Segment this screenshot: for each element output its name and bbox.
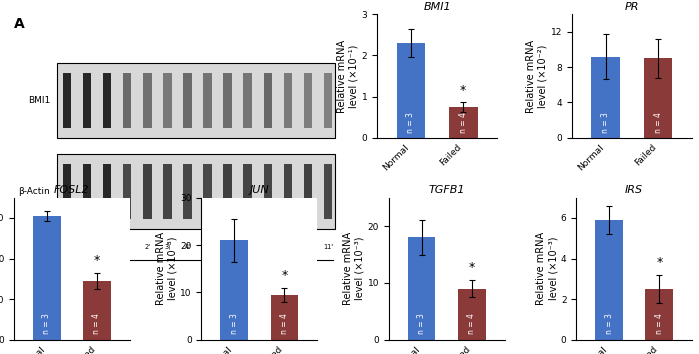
Text: *: *	[469, 261, 475, 274]
Text: 2: 2	[85, 244, 89, 250]
Text: *: *	[281, 269, 287, 282]
Text: 4': 4'	[185, 244, 191, 250]
Bar	[408, 238, 435, 340]
Title: PR: PR	[625, 2, 639, 12]
Text: *: *	[94, 254, 100, 267]
FancyBboxPatch shape	[264, 73, 272, 128]
FancyBboxPatch shape	[63, 73, 71, 128]
Text: n = 3: n = 3	[229, 313, 238, 334]
Text: n = 3: n = 3	[42, 313, 51, 334]
Text: 11': 11'	[323, 244, 333, 250]
Y-axis label: Relative mRNA
level (×10⁻²): Relative mRNA level (×10⁻²)	[526, 39, 548, 113]
Title: FOSL2: FOSL2	[54, 185, 89, 195]
Text: n = 3: n = 3	[417, 313, 426, 334]
Text: 10': 10'	[303, 244, 313, 250]
Text: 9': 9'	[285, 244, 291, 250]
Text: β-Actin: β-Actin	[19, 187, 50, 196]
FancyBboxPatch shape	[324, 73, 333, 128]
Bar	[595, 220, 623, 340]
Text: 7': 7'	[245, 244, 251, 250]
FancyBboxPatch shape	[63, 164, 71, 219]
Text: *: *	[460, 84, 466, 97]
Text: n = 3: n = 3	[407, 112, 415, 133]
FancyBboxPatch shape	[103, 73, 111, 128]
Text: B: B	[331, 0, 342, 1]
Text: 1: 1	[65, 244, 69, 250]
Text: n = 4: n = 4	[468, 313, 477, 334]
FancyBboxPatch shape	[123, 73, 131, 128]
Text: Normal: Normal	[72, 276, 102, 285]
FancyBboxPatch shape	[284, 164, 292, 219]
Text: 6': 6'	[224, 244, 231, 250]
Y-axis label: Relative mRNA
level (×10⁻³): Relative mRNA level (×10⁻³)	[536, 232, 558, 305]
Text: Failed: Failed	[215, 276, 240, 285]
Bar	[33, 216, 61, 340]
Text: 3: 3	[105, 244, 109, 250]
Text: n = 4: n = 4	[655, 313, 664, 334]
Text: 1': 1'	[124, 244, 130, 250]
Text: n = 3: n = 3	[605, 313, 614, 334]
FancyBboxPatch shape	[183, 73, 192, 128]
Text: 2': 2'	[144, 244, 150, 250]
Bar	[396, 43, 426, 138]
Title: JUN: JUN	[250, 185, 269, 195]
Text: BMI1: BMI1	[28, 96, 50, 105]
Bar	[644, 58, 672, 138]
Text: n = 4: n = 4	[654, 112, 663, 133]
Bar	[449, 107, 477, 138]
Title: BMI1: BMI1	[424, 2, 451, 12]
FancyBboxPatch shape	[224, 73, 232, 128]
Title: IRS: IRS	[625, 185, 643, 195]
FancyBboxPatch shape	[264, 164, 272, 219]
Text: n = 3: n = 3	[601, 112, 610, 133]
Text: 5': 5'	[205, 244, 210, 250]
Y-axis label: Relative mRNA
level (×10⁻³): Relative mRNA level (×10⁻³)	[343, 232, 365, 305]
Text: n = 4: n = 4	[280, 313, 289, 334]
FancyBboxPatch shape	[163, 164, 172, 219]
Bar	[458, 289, 486, 340]
Text: n = 4: n = 4	[459, 112, 468, 133]
FancyBboxPatch shape	[304, 164, 312, 219]
FancyBboxPatch shape	[57, 154, 335, 229]
FancyBboxPatch shape	[183, 164, 192, 219]
Text: *: *	[656, 256, 663, 269]
FancyBboxPatch shape	[123, 164, 131, 219]
Text: n = 4: n = 4	[92, 313, 101, 334]
FancyBboxPatch shape	[224, 164, 232, 219]
FancyBboxPatch shape	[284, 73, 292, 128]
Text: A: A	[14, 17, 24, 32]
Title: TGFB1: TGFB1	[428, 185, 465, 195]
FancyBboxPatch shape	[243, 164, 252, 219]
Bar	[220, 240, 248, 340]
Bar	[271, 295, 298, 340]
FancyBboxPatch shape	[163, 73, 172, 128]
FancyBboxPatch shape	[324, 164, 333, 219]
Bar	[645, 289, 673, 340]
Bar	[591, 57, 620, 138]
FancyBboxPatch shape	[203, 73, 212, 128]
FancyBboxPatch shape	[143, 164, 152, 219]
FancyBboxPatch shape	[82, 73, 92, 128]
Y-axis label: Relative mRNA
level (×10⁻³): Relative mRNA level (×10⁻³)	[156, 232, 178, 305]
FancyBboxPatch shape	[103, 164, 111, 219]
Text: 3': 3'	[164, 244, 171, 250]
FancyBboxPatch shape	[143, 73, 152, 128]
FancyBboxPatch shape	[57, 63, 335, 138]
FancyBboxPatch shape	[203, 164, 212, 219]
Bar	[83, 281, 111, 340]
Y-axis label: Relative mRNA
level (×10⁻¹): Relative mRNA level (×10⁻¹)	[337, 39, 359, 113]
FancyBboxPatch shape	[82, 164, 92, 219]
FancyBboxPatch shape	[243, 73, 252, 128]
Text: 8': 8'	[265, 244, 271, 250]
FancyBboxPatch shape	[304, 73, 312, 128]
